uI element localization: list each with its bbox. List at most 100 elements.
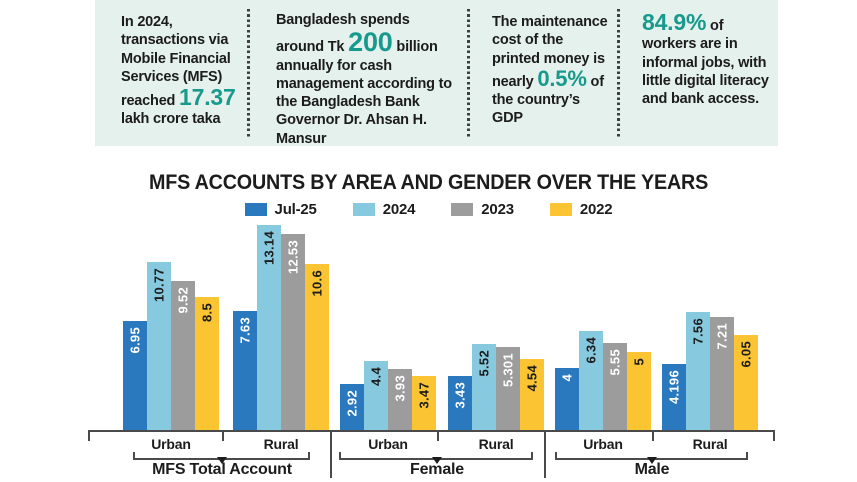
bar-mfs-total-account-rural-jul-25: 7.63	[233, 311, 257, 430]
stat-box-cash-management-cost: Bangladesh spends around Tk 200 billion …	[250, 0, 467, 147]
bar-plot: 6.95 10.77 9.52 8.5 7.63 13.14 12.53 10.6 2.92 4.…	[88, 222, 775, 432]
bar-mfs-total-account-urban-jul-25: 6.95	[123, 321, 147, 430]
bar-female-rural-2023: 5.301	[496, 347, 520, 430]
bar-value-label: 4	[559, 374, 575, 382]
bar-value-label: 13.14	[261, 231, 277, 266]
legend-label: Jul-25	[274, 201, 317, 218]
bar-mfs-total-account-urban-2024: 10.77	[147, 262, 171, 430]
bar-value-label: 5.52	[476, 350, 492, 377]
axis-end-tick	[773, 432, 775, 441]
group-divider	[544, 432, 546, 478]
bar-female-urban-2024: 4.4	[364, 361, 388, 430]
bar-value-label: 5.55	[607, 349, 623, 376]
legend-swatch-2024	[352, 203, 375, 216]
legend-label: 2022	[579, 201, 613, 218]
bar-value-label: 3.93	[392, 375, 408, 402]
bar-value-label: 2.92	[344, 390, 360, 417]
stat-text: Bangladesh spends around Tk	[276, 12, 410, 56]
bars-female-rural: 3.43 5.52 5.301 4.54	[448, 344, 544, 430]
bar-mfs-total-account-urban-2022: 8.5	[195, 297, 219, 430]
legend: Jul-25 2024 2023 2022	[0, 201, 857, 218]
stat-highlight: 17.37	[179, 84, 236, 111]
stat-text: The maintenance cost of the printed mone…	[492, 14, 608, 90]
bar-value-label: 7.56	[690, 318, 706, 345]
legend-swatch-2022	[549, 203, 572, 216]
bar-value-label: 7.21	[714, 323, 730, 350]
stat-text: of the country’s GDP	[492, 73, 604, 127]
legend-item-2022: 2022	[549, 201, 613, 218]
bracket-arrow-icon	[647, 457, 657, 464]
bar-female-rural-2024: 5.52	[472, 344, 496, 430]
bar-male-rural-2023: 7.21	[710, 317, 734, 430]
bar-value-label: 6.34	[583, 337, 599, 364]
axis-label-female-rural: Rural	[478, 436, 514, 452]
bar-female-rural-jul-25: 3.43	[448, 376, 472, 430]
bar-mfs-total-account-urban-2023: 9.52	[171, 281, 195, 430]
bar-female-urban-jul-25: 2.92	[340, 384, 364, 430]
subgroup-tick	[652, 432, 654, 441]
bars-female-urban: 2.92 4.4 3.93 3.47	[340, 361, 436, 430]
bar-value-label: 3.47	[416, 382, 432, 409]
legend-swatch-2023	[451, 203, 474, 216]
bar-value-label: 9.52	[175, 287, 191, 314]
axis-area: Urban Rural Urban Rural Urban Rural MFS Total …	[88, 432, 775, 482]
bars-male-urban: 4 6.34 5.55 5	[555, 331, 651, 430]
bar-value-label: 3.43	[452, 382, 468, 409]
bar-value-label: 5	[631, 358, 647, 366]
bar-value-label: 6.95	[127, 327, 143, 354]
group-label-female: Female	[410, 461, 464, 478]
legend-swatch-jul-25	[244, 203, 267, 216]
bar-male-urban-jul-25: 4	[555, 368, 579, 430]
legend-label: 2024	[382, 201, 416, 218]
dotted-separator	[467, 9, 470, 137]
bar-male-urban-2024: 6.34	[579, 331, 603, 430]
bar-male-rural-2024: 7.56	[686, 312, 710, 430]
group-divider	[330, 432, 332, 478]
stat-text: of workers are in informal jobs, with li…	[642, 18, 769, 108]
legend-item-2023: 2023	[451, 201, 514, 218]
bar-value-label: 8.5	[199, 303, 215, 322]
legend-item-jul-25: Jul-25	[244, 201, 317, 218]
axis-label-mfs-total-account-rural: Rural	[263, 436, 299, 452]
dotted-separator	[617, 9, 620, 137]
bar-value-label: 4.54	[524, 365, 540, 392]
bar-male-rural-jul-25: 4.196	[662, 364, 686, 430]
bar-male-rural-2022: 6.05	[734, 335, 758, 430]
stat-box-mfs-transactions: In 2024, transactions via Mobile Financi…	[95, 0, 247, 146]
stat-highlight: 200	[348, 27, 393, 58]
bracket-arrow-icon	[217, 457, 227, 464]
bar-value-label: 6.05	[738, 341, 754, 368]
bar-mfs-total-account-rural-2023: 12.53	[281, 234, 305, 430]
stat-highlight: 0.5%	[537, 65, 587, 91]
axis-label-male-urban: Urban	[583, 436, 623, 452]
bar-female-urban-2023: 3.93	[388, 369, 412, 430]
bar-chart: 6.95 10.77 9.52 8.5 7.63 13.14 12.53 10.6 2.92 4.…	[88, 222, 775, 482]
group-label-male: Male	[634, 461, 670, 478]
bars-mfs-total-account-rural: 7.63 13.14 12.53 10.6	[233, 225, 329, 430]
bars-mfs-total-account-urban: 6.95 10.77 9.52 8.5	[123, 262, 219, 430]
chart-title: MFS ACCOUNTS BY AREA AND GENDER OVER THE…	[148, 171, 709, 194]
axis-label-mfs-total-account-urban: Urban	[151, 436, 191, 452]
bar-value-label: 10.6	[309, 270, 325, 297]
bar-value-label: 12.53	[285, 240, 301, 275]
bar-female-rural-2022: 4.54	[520, 359, 544, 430]
bar-male-urban-2022: 5	[627, 352, 651, 430]
stat-highlight: 84.9%	[642, 9, 707, 35]
bar-value-label: 10.77	[151, 268, 167, 303]
bar-value-label: 4.4	[368, 367, 384, 386]
legend-item-2024: 2024	[352, 201, 416, 218]
stat-text: In 2024, transactions via Mobile Financi…	[121, 14, 231, 110]
stats-panel: In 2024, transactions via Mobile Financi…	[95, 0, 778, 147]
bar-value-label: 4.196	[666, 370, 682, 405]
bar-mfs-total-account-rural-2024: 13.14	[257, 225, 281, 430]
stat-box-informal-workers: 84.9% of workers are in informal jobs, w…	[620, 0, 778, 146]
axis-label-female-urban: Urban	[368, 436, 408, 452]
legend-label: 2023	[481, 201, 514, 218]
subgroup-tick	[437, 432, 439, 441]
axis-label-male-rural: Rural	[692, 436, 728, 452]
stat-text: billion annually for cash management acc…	[276, 39, 452, 147]
subgroup-tick	[222, 432, 224, 441]
axis-end-tick	[88, 432, 90, 441]
bar-female-urban-2022: 3.47	[412, 376, 436, 430]
